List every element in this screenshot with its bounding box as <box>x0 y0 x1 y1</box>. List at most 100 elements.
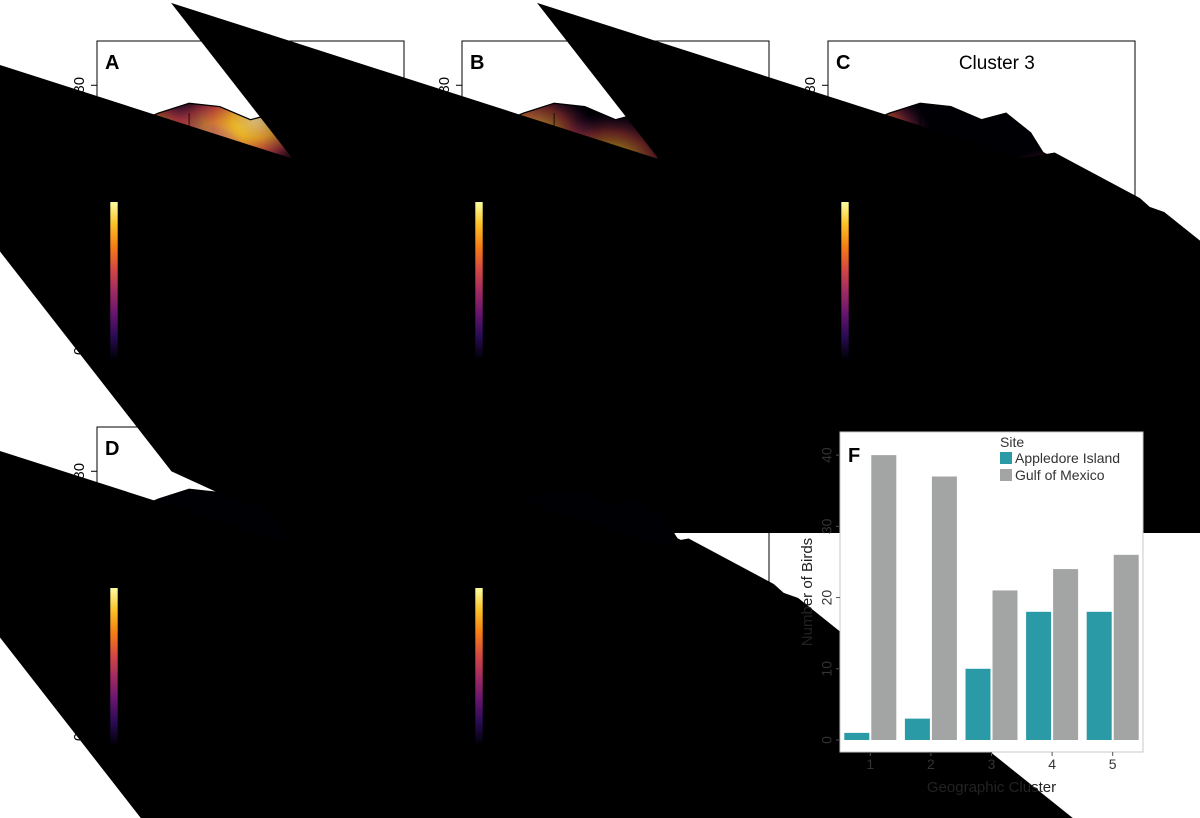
x-tick-label: -120 <box>220 768 250 785</box>
colorbar-low-label: Low Prob. <box>122 346 185 362</box>
y-tick-label: 40 <box>71 210 88 227</box>
y-tick-label: 80 <box>436 77 453 94</box>
x-tick-label: -160 <box>131 768 161 785</box>
x-tick-label: -100 <box>265 382 295 399</box>
y-tick-label: 80 <box>436 463 453 480</box>
x-tick-label: -120 <box>951 382 981 399</box>
central-america-outline <box>251 317 374 369</box>
colorbar-low-label: Low Prob. <box>122 732 185 748</box>
legend-title: Site <box>1000 434 1024 450</box>
colorbar-low-label: Low Prob. <box>487 732 550 748</box>
bar-gulf-2 <box>931 476 957 740</box>
y-tick-label: 0 <box>819 736 835 744</box>
x-axis-label: Geographic Cluster <box>927 779 1056 796</box>
colorbar-moderate-label: Moderate Prob. <box>122 272 219 288</box>
panel-title: Cluster 4 <box>228 439 304 460</box>
y-tick-label: 40 <box>819 447 835 463</box>
colorbar-high-label: High Prob. <box>122 585 188 601</box>
map-frame <box>827 40 1136 370</box>
y-tick-label: 40 <box>436 596 453 613</box>
colorbar-low-label: Low Prob. <box>487 346 550 362</box>
x-tick-label: -80 <box>678 768 700 785</box>
y-tick-label: 80 <box>71 77 88 94</box>
map-panel-c: C Cluster 3 High Prob. Moderate Prob. Low Pr… <box>797 41 1135 399</box>
y-tick-label: 20 <box>436 661 453 678</box>
panel-title: Cluster 1 <box>228 53 304 74</box>
y-tick-label: 80 <box>802 77 819 94</box>
y-tick-label: 80 <box>71 463 88 480</box>
map-panels: A Cluster 1 High Prob. Moderate Prob. Low Pr… <box>71 41 1135 785</box>
x-tick-label: -140 <box>541 768 571 785</box>
central-america-outline <box>616 317 739 369</box>
panel-letter: C <box>836 52 850 74</box>
colorbar <box>840 201 850 360</box>
bar-appledore-5 <box>1086 611 1112 740</box>
colorbar <box>474 587 484 746</box>
y-tick-label: 0 <box>71 347 88 355</box>
panel-letter: F <box>848 445 860 467</box>
bar-chart-panel: F 1 2 3 4 5 0 10 20 30 40 Geographic Cluster Number … <box>799 431 1144 796</box>
y-tick-label: 40 <box>436 210 453 227</box>
y-tick-label: 0 <box>802 347 819 355</box>
central-america-outline <box>982 317 1105 369</box>
y-tick-label: 0 <box>71 733 88 741</box>
central-america-outline <box>616 703 739 755</box>
bar-gulf-4 <box>1053 569 1079 740</box>
bar-appledore-4 <box>1026 611 1052 740</box>
y-tick-label: 20 <box>71 661 88 678</box>
bar-appledore-2 <box>904 718 930 740</box>
colorbar <box>109 201 119 360</box>
x-tick-label: -60 <box>723 768 745 785</box>
y-tick-label: 20 <box>802 275 819 292</box>
x-tick-label: 1 <box>866 756 874 772</box>
y-axis-label: Number of Birds <box>799 538 816 646</box>
bar-gulf-5 <box>1113 554 1139 740</box>
bar-appledore-3 <box>965 668 991 740</box>
y-tick-label: 0 <box>436 347 453 355</box>
y-tick-label: 60 <box>802 143 819 160</box>
colorbar <box>109 587 119 746</box>
colorbar-high-label: High Prob. <box>122 199 188 215</box>
x-tick-label: -60 <box>723 382 745 399</box>
x-tick-label: -140 <box>176 382 206 399</box>
x-tick-label: 2 <box>927 756 935 772</box>
x-tick-label: -60 <box>358 768 380 785</box>
y-tick-label: 10 <box>819 661 835 677</box>
x-tick-label: 3 <box>988 756 996 772</box>
y-tick-label: 60 <box>436 143 453 160</box>
x-tick-label: -100 <box>630 768 660 785</box>
y-tick-label: 60 <box>71 529 88 546</box>
x-tick-label: -120 <box>220 382 250 399</box>
x-tick-label: 5 <box>1109 756 1117 772</box>
x-tick-label: -160 <box>862 382 892 399</box>
colorbar-high-label: High Prob. <box>853 199 919 215</box>
y-tick-label: 0 <box>436 733 453 741</box>
x-tick-label: -80 <box>313 382 335 399</box>
map-frame <box>461 426 770 756</box>
colorbar-moderate-label: Moderate Prob. <box>487 658 584 674</box>
x-tick-label: -100 <box>996 382 1026 399</box>
x-tick-label: -100 <box>630 382 660 399</box>
legend-swatch <box>1000 469 1012 481</box>
map-frame <box>96 426 405 756</box>
y-tick-label: 20 <box>819 590 835 606</box>
panel-letter: E <box>470 438 483 460</box>
map-frame <box>96 40 405 370</box>
bar-gulf-1 <box>871 455 897 740</box>
x-tick-label: -160 <box>131 382 161 399</box>
y-tick-label: 40 <box>71 596 88 613</box>
legend-label: Gulf of Mexico <box>1015 467 1105 483</box>
panel-letter: B <box>470 52 484 74</box>
x-tick-label: -60 <box>358 382 380 399</box>
x-tick-label: -80 <box>1044 382 1066 399</box>
colorbar <box>474 201 484 360</box>
colorbar-low-label: Low Prob. <box>853 346 916 362</box>
x-tick-label: -160 <box>496 382 526 399</box>
y-tick-label: 20 <box>71 275 88 292</box>
y-tick-label: 60 <box>71 143 88 160</box>
panel-title: Cluster 5 <box>593 439 669 460</box>
x-tick-label: -160 <box>496 768 526 785</box>
y-tick-label: 20 <box>436 275 453 292</box>
